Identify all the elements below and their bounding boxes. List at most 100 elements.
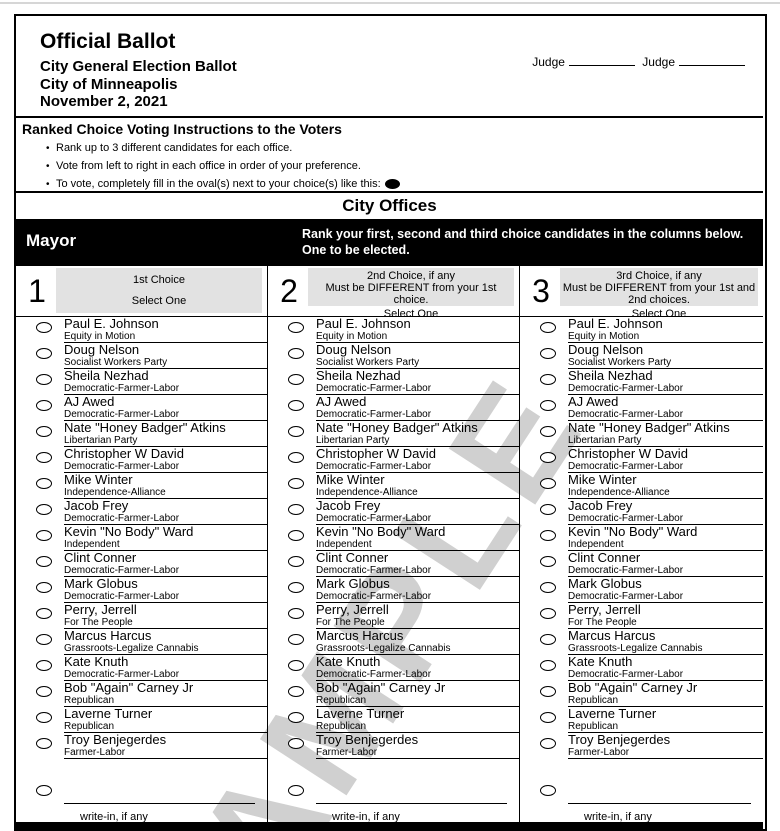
candidate-name: AJ Awed: [316, 395, 367, 409]
oval-cell: [520, 681, 568, 707]
choice-oval[interactable]: [540, 530, 556, 541]
oval-cell: [16, 395, 64, 421]
choice-oval[interactable]: [288, 738, 304, 749]
choice-oval[interactable]: [288, 348, 304, 359]
choice-oval[interactable]: [36, 634, 52, 645]
choice-oval[interactable]: [540, 426, 556, 437]
choice-oval[interactable]: [540, 322, 556, 333]
candidate-name: Nate "Honey Badger" Atkins: [64, 421, 226, 435]
choice-oval[interactable]: [36, 582, 52, 593]
choice-oval[interactable]: [540, 556, 556, 567]
candidate-name: Paul E. Johnson: [316, 317, 411, 331]
choice-oval[interactable]: [36, 348, 52, 359]
oval-cell: [268, 707, 316, 733]
choice-oval[interactable]: [288, 785, 304, 796]
choice-oval[interactable]: [288, 478, 304, 489]
choice-oval[interactable]: [288, 660, 304, 671]
choice-oval[interactable]: [540, 582, 556, 593]
choice-oval[interactable]: [288, 634, 304, 645]
column-choice-text: 3rd Choice, if any: [616, 270, 702, 282]
judge-line[interactable]: [568, 52, 635, 66]
choice-oval[interactable]: [288, 530, 304, 541]
choice-oval[interactable]: [540, 785, 556, 796]
choice-oval[interactable]: [540, 478, 556, 489]
choice-oval[interactable]: [540, 348, 556, 359]
column-choice-text: 2nd Choice, if any: [366, 270, 456, 282]
write-in-line[interactable]: [316, 759, 507, 804]
choice-oval[interactable]: [288, 374, 304, 385]
bottom-bar: [16, 822, 763, 829]
choice-oval[interactable]: [288, 712, 304, 723]
candidate-party: Democratic-Farmer-Labor: [568, 383, 684, 394]
candidate-cell: Doug Nelson Socialist Workers Party: [316, 343, 519, 369]
choice-oval[interactable]: [288, 452, 304, 463]
candidate-row: Marcus Harcus Grassroots-Legalize Cannabi…: [16, 629, 267, 655]
choice-oval[interactable]: [288, 686, 304, 697]
oval-cell: [268, 681, 316, 707]
choice-oval[interactable]: [288, 426, 304, 437]
candidate-name: Paul E. Johnson: [568, 317, 663, 331]
write-in-line[interactable]: [568, 759, 751, 804]
choice-oval[interactable]: [540, 504, 556, 515]
oval-cell: [268, 525, 316, 551]
candidate-party: Libertarian Party: [64, 435, 138, 446]
candidate-cell: Bob "Again" Carney Jr Republican: [64, 681, 267, 707]
candidate-party: Democratic-Farmer-Labor: [64, 565, 180, 576]
candidate-row: Bob "Again" Carney Jr Republican: [520, 681, 763, 707]
choice-oval[interactable]: [36, 426, 52, 437]
page-edge-line: [0, 2, 780, 4]
oval-cell: [16, 473, 64, 499]
choice-oval[interactable]: [36, 686, 52, 697]
candidate-cell: Perry, Jerrell For The People: [64, 603, 267, 629]
choice-oval[interactable]: [36, 504, 52, 515]
oval-cell: [520, 525, 568, 551]
write-in-cell: write-in, if any: [64, 759, 267, 823]
candidate-cell: Doug Nelson Socialist Workers Party: [568, 343, 763, 369]
voting-instructions: Ranked Choice Voting Instructions to the…: [16, 118, 763, 193]
choice-oval[interactable]: [540, 400, 556, 411]
candidate-party: Grassroots-Legalize Cannabis: [316, 643, 451, 654]
candidate-party: Democratic-Farmer-Labor: [64, 669, 180, 680]
choice-oval[interactable]: [540, 634, 556, 645]
choice-oval[interactable]: [36, 712, 52, 723]
candidate-row: Paul E. Johnson Equity in Motion: [520, 317, 763, 343]
choice-oval[interactable]: [288, 322, 304, 333]
judge-line[interactable]: [679, 52, 745, 66]
page-title: Official Ballot: [40, 30, 176, 53]
choice-oval[interactable]: [36, 530, 52, 541]
filled-oval-example-icon: [384, 179, 400, 190]
choice-oval[interactable]: [540, 452, 556, 463]
choice-oval[interactable]: [540, 712, 556, 723]
choice-oval[interactable]: [36, 478, 52, 489]
choice-oval[interactable]: [36, 660, 52, 671]
choice-oval[interactable]: [36, 374, 52, 385]
candidate-name: Sheila Nezhad: [568, 369, 653, 383]
candidate-party: Democratic-Farmer-Labor: [568, 513, 684, 524]
choice-oval[interactable]: [288, 582, 304, 593]
choice-oval[interactable]: [540, 686, 556, 697]
choice-oval[interactable]: [540, 738, 556, 749]
oval-cell: [268, 421, 316, 447]
choice-oval[interactable]: [36, 452, 52, 463]
oval-cell: [520, 577, 568, 603]
candidate-cell: Laverne Turner Republican: [64, 707, 267, 733]
choice-oval[interactable]: [288, 556, 304, 567]
choice-oval[interactable]: [540, 660, 556, 671]
choice-oval[interactable]: [36, 738, 52, 749]
choice-oval[interactable]: [36, 556, 52, 567]
candidate-name: AJ Awed: [568, 395, 619, 409]
candidate-party: Equity in Motion: [316, 331, 388, 342]
write-in-line[interactable]: [64, 759, 255, 804]
choice-oval[interactable]: [540, 608, 556, 619]
choice-oval[interactable]: [288, 608, 304, 619]
instruction-bullet: • Rank up to 3 different candidates for e…: [46, 142, 293, 154]
choice-oval[interactable]: [540, 374, 556, 385]
choice-oval[interactable]: [36, 322, 52, 333]
choice-oval[interactable]: [36, 785, 52, 796]
choice-oval[interactable]: [36, 400, 52, 411]
choice-oval[interactable]: [288, 400, 304, 411]
candidate-row: Christopher W David Democratic-Farmer-Lab…: [268, 447, 519, 473]
choice-oval[interactable]: [36, 608, 52, 619]
choice-oval[interactable]: [288, 504, 304, 515]
candidate-cell: Paul E. Johnson Equity in Motion: [568, 317, 763, 343]
